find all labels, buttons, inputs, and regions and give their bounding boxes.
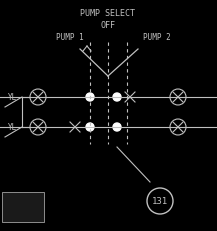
Text: YL: YL — [8, 123, 18, 132]
Text: PUMP SELECT: PUMP SELECT — [81, 9, 135, 17]
FancyBboxPatch shape — [2, 192, 44, 222]
Circle shape — [86, 94, 94, 102]
Text: PUMP 2: PUMP 2 — [143, 33, 171, 42]
Text: OFF: OFF — [100, 21, 115, 30]
Text: YL: YL — [8, 93, 18, 102]
Circle shape — [113, 123, 121, 131]
Text: PUMP 1: PUMP 1 — [56, 33, 84, 42]
Circle shape — [113, 94, 121, 102]
Circle shape — [86, 123, 94, 131]
Text: 131: 131 — [152, 197, 168, 206]
